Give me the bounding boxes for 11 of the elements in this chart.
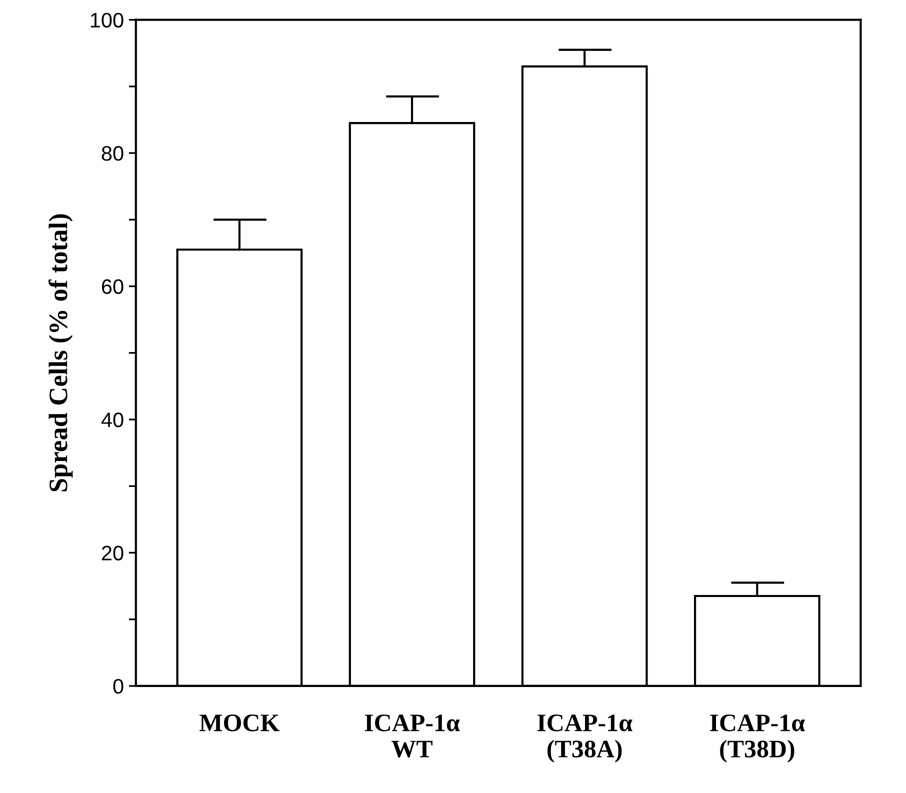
x-tick-label: ICAP-1α (T38D) bbox=[710, 714, 805, 763]
y-tick-label: 20 bbox=[102, 546, 124, 560]
y-tick-label: 40 bbox=[101, 412, 124, 428]
y-tick-label: 0 bbox=[113, 678, 124, 694]
y-axis-title: Spread Cells (% of total) bbox=[48, 214, 73, 492]
y-tick-label: 100 bbox=[90, 12, 124, 28]
x-tick-label: ICAP-1α (T38A) bbox=[537, 714, 632, 763]
x-tick-label: ICAP-1α WT bbox=[364, 714, 460, 758]
x-tick-label: MOCK bbox=[200, 714, 280, 732]
y-tick-label: 60 bbox=[102, 279, 124, 294]
y-tick-label: 80 bbox=[102, 146, 124, 161]
